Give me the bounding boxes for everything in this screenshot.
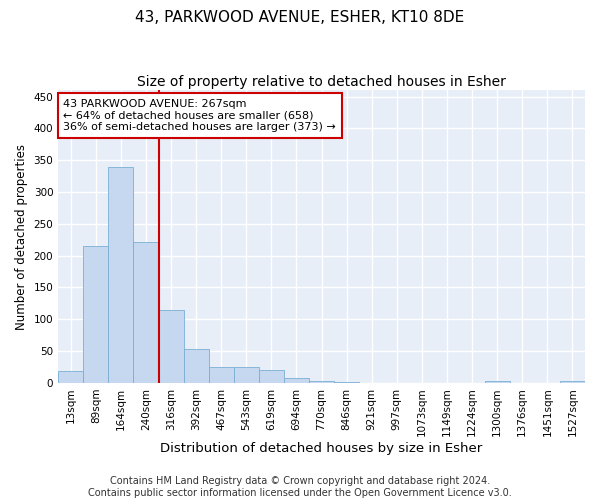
Text: 43 PARKWOOD AVENUE: 267sqm
← 64% of detached houses are smaller (658)
36% of sem: 43 PARKWOOD AVENUE: 267sqm ← 64% of deta… — [64, 99, 336, 132]
Bar — [83, 246, 109, 383]
X-axis label: Distribution of detached houses by size in Esher: Distribution of detached houses by size … — [160, 442, 483, 455]
Bar — [309, 381, 334, 383]
Title: Size of property relative to detached houses in Esher: Size of property relative to detached ho… — [137, 75, 506, 89]
Bar — [560, 381, 585, 383]
Y-axis label: Number of detached properties: Number of detached properties — [15, 144, 28, 330]
Text: Contains HM Land Registry data © Crown copyright and database right 2024.
Contai: Contains HM Land Registry data © Crown c… — [88, 476, 512, 498]
Bar — [184, 349, 209, 383]
Bar — [234, 367, 259, 383]
Bar — [158, 310, 184, 383]
Bar — [485, 381, 510, 383]
Bar — [58, 372, 83, 383]
Text: 43, PARKWOOD AVENUE, ESHER, KT10 8DE: 43, PARKWOOD AVENUE, ESHER, KT10 8DE — [136, 10, 464, 25]
Bar — [334, 382, 359, 383]
Bar — [133, 242, 158, 383]
Bar — [109, 166, 133, 383]
Bar — [259, 370, 284, 383]
Bar — [209, 367, 234, 383]
Bar — [284, 378, 309, 383]
